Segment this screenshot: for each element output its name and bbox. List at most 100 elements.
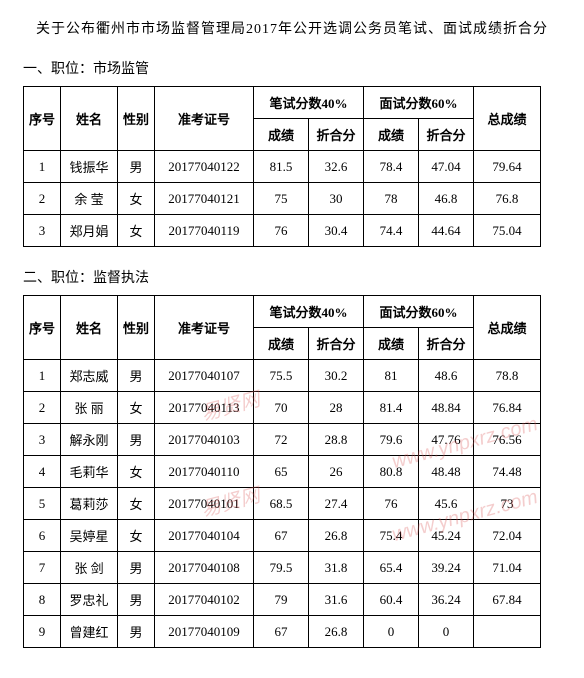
col-interview-weighted: 折合分 bbox=[419, 328, 474, 360]
cell-name: 葛莉莎 bbox=[61, 488, 118, 520]
table-row: 2余 莹女2017704012175307846.876.8 bbox=[24, 183, 541, 215]
cell-s2: 32.6 bbox=[309, 151, 364, 183]
cell-total: 76.56 bbox=[474, 424, 541, 456]
cell-s2: 30.4 bbox=[309, 215, 364, 247]
col-idx: 序号 bbox=[24, 296, 61, 360]
cell-name: 张 剑 bbox=[61, 552, 118, 584]
col-name: 姓名 bbox=[61, 87, 118, 151]
cell-s3: 78.4 bbox=[364, 151, 419, 183]
cell-total: 71.04 bbox=[474, 552, 541, 584]
cell-exam: 20177040108 bbox=[155, 552, 254, 584]
table-row: 2张 丽女20177040113702881.448.8476.84 bbox=[24, 392, 541, 424]
cell-exam: 20177040103 bbox=[155, 424, 254, 456]
cell-idx: 6 bbox=[24, 520, 61, 552]
cell-s4: 48.84 bbox=[419, 392, 474, 424]
col-total: 总成绩 bbox=[474, 296, 541, 360]
cell-s1: 76 bbox=[254, 215, 309, 247]
cell-gender: 男 bbox=[118, 360, 155, 392]
cell-s3: 0 bbox=[364, 616, 419, 648]
cell-gender: 女 bbox=[118, 488, 155, 520]
col-group-interview: 面试分数60% bbox=[364, 87, 474, 119]
cell-exam: 20177040122 bbox=[155, 151, 254, 183]
cell-idx: 5 bbox=[24, 488, 61, 520]
cell-total: 74.48 bbox=[474, 456, 541, 488]
cell-s2: 27.4 bbox=[309, 488, 364, 520]
section-heading: 一、职位：市场监管 bbox=[23, 58, 569, 78]
cell-exam: 20177040109 bbox=[155, 616, 254, 648]
cell-s1: 65 bbox=[254, 456, 309, 488]
cell-total: 76.8 bbox=[474, 183, 541, 215]
cell-s2: 31.6 bbox=[309, 584, 364, 616]
cell-gender: 男 bbox=[118, 616, 155, 648]
cell-exam: 20177040110 bbox=[155, 456, 254, 488]
cell-gender: 男 bbox=[118, 584, 155, 616]
cell-exam: 20177040104 bbox=[155, 520, 254, 552]
cell-s3: 78 bbox=[364, 183, 419, 215]
cell-s4: 0 bbox=[419, 616, 474, 648]
cell-gender: 男 bbox=[118, 552, 155, 584]
cell-s4: 36.24 bbox=[419, 584, 474, 616]
cell-exam: 20177040102 bbox=[155, 584, 254, 616]
cell-s1: 72 bbox=[254, 424, 309, 456]
table-row: 1钱振华男2017704012281.532.678.447.0479.64 bbox=[24, 151, 541, 183]
cell-s2: 31.8 bbox=[309, 552, 364, 584]
col-name: 姓名 bbox=[61, 296, 118, 360]
col-group-interview: 面试分数60% bbox=[364, 296, 474, 328]
cell-exam: 20177040121 bbox=[155, 183, 254, 215]
table-row: 5葛莉莎女2017704010168.527.47645.673 bbox=[24, 488, 541, 520]
cell-idx: 1 bbox=[24, 360, 61, 392]
table-row: 3解永刚男201770401037228.879.647.7676.56 bbox=[24, 424, 541, 456]
cell-exam: 20177040113 bbox=[155, 392, 254, 424]
cell-s2: 30 bbox=[309, 183, 364, 215]
cell-s3: 79.6 bbox=[364, 424, 419, 456]
cell-idx: 4 bbox=[24, 456, 61, 488]
cell-exam: 20177040101 bbox=[155, 488, 254, 520]
cell-name: 钱振华 bbox=[61, 151, 118, 183]
cell-s4: 46.8 bbox=[419, 183, 474, 215]
cell-s2: 26 bbox=[309, 456, 364, 488]
cell-name: 曾建红 bbox=[61, 616, 118, 648]
cell-gender: 女 bbox=[118, 520, 155, 552]
cell-s1: 79 bbox=[254, 584, 309, 616]
cell-s4: 45.6 bbox=[419, 488, 474, 520]
cell-idx: 2 bbox=[24, 183, 61, 215]
cell-gender: 女 bbox=[118, 456, 155, 488]
table-row: 8罗忠礼男201770401027931.660.436.2467.84 bbox=[24, 584, 541, 616]
col-written-weighted: 折合分 bbox=[309, 119, 364, 151]
score-table: 序号姓名性别准考证号笔试分数40%面试分数60%总成绩成绩折合分成绩折合分1郑志… bbox=[23, 295, 541, 648]
table-row: 4毛莉华女20177040110652680.848.4874.48 bbox=[24, 456, 541, 488]
table-row: 6吴婷星女201770401046726.875.445.2472.04 bbox=[24, 520, 541, 552]
cell-name: 郑月娟 bbox=[61, 215, 118, 247]
cell-s2: 28 bbox=[309, 392, 364, 424]
cell-idx: 8 bbox=[24, 584, 61, 616]
table-row: 1郑志威男2017704010775.530.28148.678.8 bbox=[24, 360, 541, 392]
cell-total: 73 bbox=[474, 488, 541, 520]
cell-total: 78.8 bbox=[474, 360, 541, 392]
cell-gender: 女 bbox=[118, 392, 155, 424]
document-title: 关于公布衢州市市场监督管理局2017年公开选调公务员笔试、面试成绩折合分 bbox=[15, 18, 569, 38]
cell-name: 吴婷星 bbox=[61, 520, 118, 552]
cell-total: 72.04 bbox=[474, 520, 541, 552]
col-exam: 准考证号 bbox=[155, 296, 254, 360]
cell-s4: 39.24 bbox=[419, 552, 474, 584]
section-heading: 二、职位：监督执法 bbox=[23, 267, 569, 287]
score-table: 序号姓名性别准考证号笔试分数40%面试分数60%总成绩成绩折合分成绩折合分1钱振… bbox=[23, 86, 541, 247]
cell-s3: 75.4 bbox=[364, 520, 419, 552]
cell-s1: 81.5 bbox=[254, 151, 309, 183]
cell-gender: 女 bbox=[118, 183, 155, 215]
cell-name: 毛莉华 bbox=[61, 456, 118, 488]
cell-total: 76.84 bbox=[474, 392, 541, 424]
cell-s1: 75 bbox=[254, 183, 309, 215]
col-written-score: 成绩 bbox=[254, 119, 309, 151]
col-gender: 性别 bbox=[118, 87, 155, 151]
cell-s3: 80.8 bbox=[364, 456, 419, 488]
cell-name: 解永刚 bbox=[61, 424, 118, 456]
cell-s4: 47.04 bbox=[419, 151, 474, 183]
cell-name: 余 莹 bbox=[61, 183, 118, 215]
cell-gender: 男 bbox=[118, 424, 155, 456]
cell-s2: 26.8 bbox=[309, 616, 364, 648]
col-group-written: 笔试分数40% bbox=[254, 296, 364, 328]
cell-s3: 81 bbox=[364, 360, 419, 392]
cell-s2: 26.8 bbox=[309, 520, 364, 552]
cell-s1: 70 bbox=[254, 392, 309, 424]
